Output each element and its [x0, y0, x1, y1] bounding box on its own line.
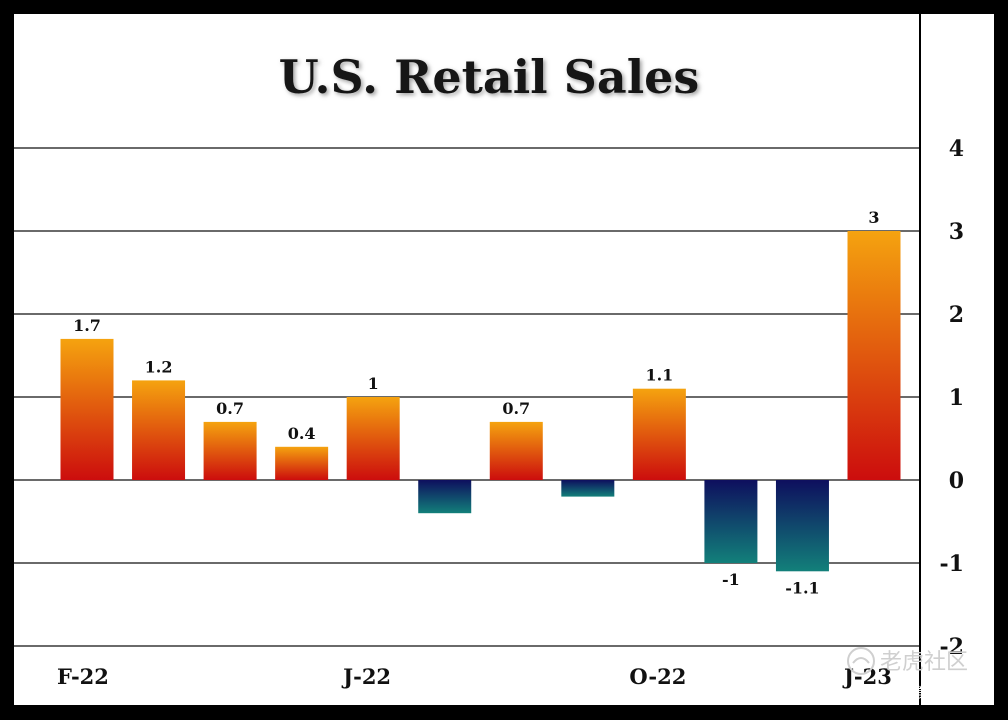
data-label: 1 [368, 374, 379, 393]
data-label: -1.1 [785, 578, 819, 597]
bar-apr-22 [203, 421, 257, 480]
x-tick-label: F-22 [57, 664, 109, 689]
bar-jan-23 [847, 231, 901, 480]
data-label: 0.4 [288, 424, 316, 443]
chart-title: U.S. Retail Sales [279, 50, 700, 104]
x-tick-label: J-22 [341, 664, 391, 689]
data-label: 0.7 [216, 399, 244, 418]
y-tick-label: 2 [949, 302, 964, 328]
data-label: 3 [868, 208, 879, 227]
bar-sep-22 [561, 480, 615, 497]
bar-oct-22 [632, 388, 686, 480]
x-axis-ticks: F-22 J-22 O-22 J-23 [57, 664, 892, 689]
y-axis-ticks: -2 -1 0 1 2 3 4 [940, 136, 964, 660]
bar-aug-22 [489, 421, 543, 480]
bar-jul-22 [418, 480, 472, 514]
bar-jun-22 [346, 397, 400, 480]
retail-sales-chart: 1.7 1.2 0.7 0.4 1 0.7 1.1 -1 -1.1 3 -2 -1 0 1 2 3 4 F-2… [14, 14, 986, 705]
data-label: 1.7 [73, 316, 101, 335]
x-tick-label: O-22 [629, 664, 686, 689]
data-labels: 1.7 1.2 0.7 0.4 1 0.7 1.1 -1 -1.1 3 [73, 208, 879, 597]
watermark: 老虎社区 @美股投资网 [847, 647, 986, 702]
data-label: 1.1 [645, 366, 673, 385]
bar-nov-22 [704, 480, 758, 563]
data-label: 1.2 [145, 357, 173, 376]
tiger-logo-icon [847, 647, 875, 675]
y-tick-label: 0 [949, 468, 964, 494]
bar-mar-22 [132, 380, 186, 480]
chart-frame: 1.7 1.2 0.7 0.4 1 0.7 1.1 -1 -1.1 3 -2 -1 0 1 2 3 4 F-2… [14, 14, 994, 705]
y-tick-label: 3 [949, 219, 964, 245]
y-tick-label: -1 [940, 551, 964, 577]
y-tick-label: 1 [949, 385, 964, 411]
watermark-text: 老虎社区 [880, 650, 968, 675]
watermark-subtext: @美股投资网 [902, 686, 986, 702]
y-tick-label: 4 [949, 136, 964, 162]
bar-dec-22 [775, 480, 829, 572]
data-label: -1 [722, 570, 740, 589]
y-tick-label: -2 [940, 634, 964, 660]
bar-may-22 [275, 446, 329, 480]
bars [60, 231, 901, 572]
data-label: 0.7 [502, 399, 530, 418]
bar-feb-22 [60, 338, 114, 480]
